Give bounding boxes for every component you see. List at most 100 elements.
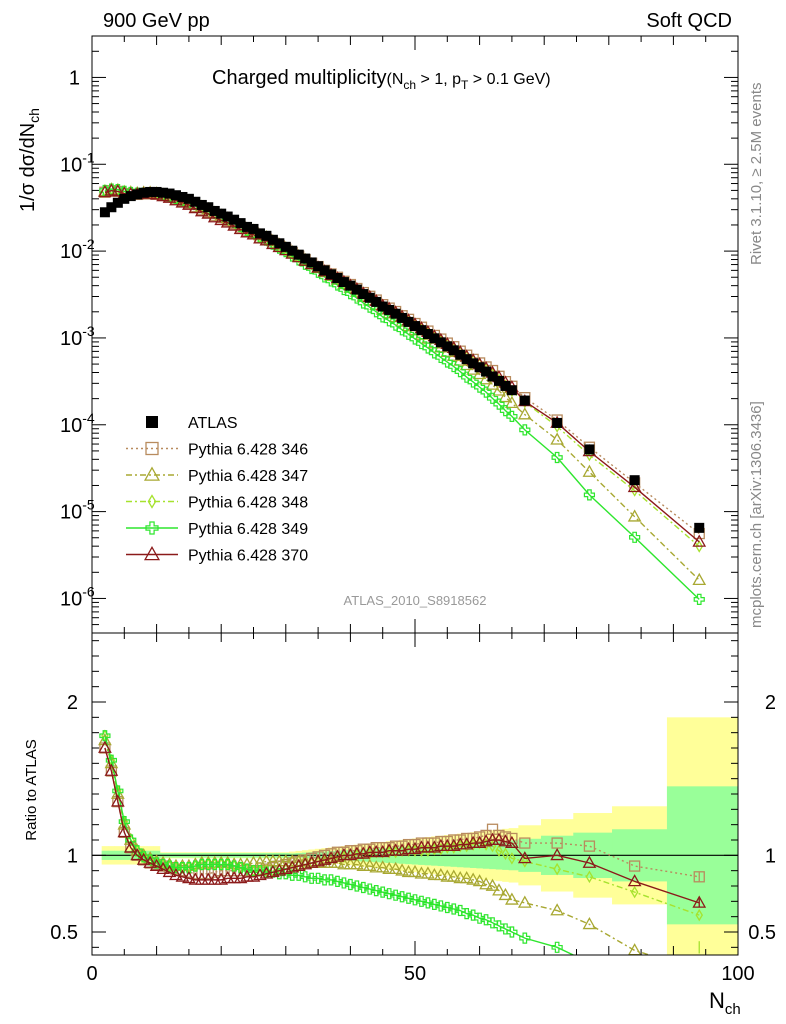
main-point [551,451,563,464]
ratio-point [498,887,513,901]
ratio-point [474,912,486,924]
main-point [550,432,564,445]
data-point [493,375,504,386]
data-point [384,304,395,315]
ratio-series-group [92,729,738,974]
y-tick-label: 10-5 [60,497,95,524]
data-point [145,186,156,197]
data-point [410,321,420,332]
ratio-point [519,932,531,944]
legend-label: ATLAS [188,415,238,432]
main-point [695,540,703,553]
data-point [235,218,246,229]
main-line [104,188,700,548]
data-point [248,223,259,234]
ratio-point [162,864,177,878]
ratio-point [395,863,409,876]
data-point [487,371,498,382]
ratio-point [521,855,529,868]
ratio-point [550,903,564,916]
main-line [104,189,700,543]
rivet-note: Rivet 3.1.10, ≥ 2.5M events [748,83,765,266]
ratio-point [582,855,597,868]
ratio-point [163,860,176,872]
ratio-tick-label-right: 0.5 [748,922,776,944]
legend-label: Pythia 6.428 349 [188,521,308,538]
data-point [196,199,207,210]
ratio-point [501,847,510,861]
legend-label: Pythia 6.428 370 [188,548,308,565]
y-tick-label: 10-6 [60,583,95,610]
data-point [403,316,414,327]
ratio-point [98,740,112,753]
ratio-point [505,835,519,848]
ratio-point [517,895,532,908]
ratio-point [338,877,350,889]
data-point [358,289,369,300]
ratio-point [364,883,376,895]
ratio-point [149,858,164,871]
x-tick-label: 0 [86,963,97,985]
main-point [104,183,119,196]
ratio-point [350,857,364,870]
data-point [377,301,388,312]
data-point [177,191,188,202]
data-point [261,230,272,241]
y-tick-label: 1 [69,67,80,89]
data-point [222,211,233,222]
ratio-point [551,941,563,953]
ratio-point [162,857,177,870]
data-point [119,193,130,204]
ratio-line [104,735,575,955]
data-point [190,196,201,207]
main-point [517,407,532,420]
data-point [313,261,324,272]
x-tick-label: 100 [721,963,754,985]
data-point [371,296,382,307]
data-point [254,228,265,239]
ratio-point [693,871,705,883]
y-tick-exponent: -5 [82,497,95,513]
ratio-point [331,875,344,888]
ratio-point [117,825,132,838]
ratio-point [506,926,518,938]
ratio-point [693,964,705,974]
ratio-point [362,858,377,871]
ratio-tick-label: 2 [67,692,78,714]
data-point [300,253,311,264]
ratio-point [299,871,311,883]
ratio-point [479,877,493,890]
ratio-point [492,832,506,845]
main-point [582,464,597,477]
ratio-line [104,747,700,904]
legend: ATLAS Pythia 6.428 346 Pythia 6.428 347 Pyt… [126,415,308,565]
data-point [416,325,427,336]
ratio-point [383,888,395,900]
ratio-point [293,869,305,881]
ratio-point [553,862,561,876]
ratio-point [130,848,145,861]
main-point [692,534,707,547]
ratio-point [396,891,408,903]
data-point [481,366,492,377]
ratio-point [550,848,564,861]
ratio-point [151,857,163,869]
data-point [461,354,472,365]
ratio-point [459,871,474,884]
data-point [468,358,479,369]
ratio-point [519,837,531,849]
data-point [584,444,595,455]
ratio-point [466,872,480,885]
ratio-point [375,860,390,873]
data-point [397,312,408,323]
ratio-point [415,895,428,907]
main-point [692,572,707,586]
data-point [364,292,375,303]
ratio-point [215,865,227,877]
ratio-point [112,785,124,797]
ratio-point [585,870,594,884]
ratio-point [182,871,196,884]
y-tick-exponent: -6 [82,583,95,599]
ratio-point [498,834,513,847]
ratio-point [105,754,117,766]
